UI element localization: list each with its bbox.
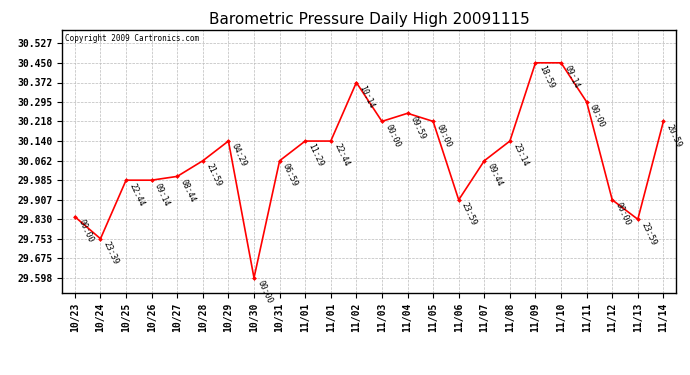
Point <box>632 216 643 222</box>
Text: 08:44: 08:44 <box>179 178 197 204</box>
Point <box>530 60 541 66</box>
Text: 22:44: 22:44 <box>128 182 146 207</box>
Point <box>479 158 490 164</box>
Text: Copyright 2009 Cartronics.com: Copyright 2009 Cartronics.com <box>65 34 199 43</box>
Text: 00:00: 00:00 <box>588 104 607 129</box>
Text: 04:29: 04:29 <box>230 142 248 168</box>
Point <box>248 275 259 281</box>
Text: 23:14: 23:14 <box>511 142 530 168</box>
Point <box>658 118 669 124</box>
Text: 00:00: 00:00 <box>435 123 453 148</box>
Point <box>172 173 183 179</box>
Text: 09:14: 09:14 <box>153 182 172 207</box>
Point <box>607 197 618 203</box>
Text: 20:59: 20:59 <box>664 123 683 148</box>
Text: 00:00: 00:00 <box>384 123 402 148</box>
Point <box>402 110 413 116</box>
Text: 00:00: 00:00 <box>77 218 95 244</box>
Text: 23:39: 23:39 <box>102 240 120 266</box>
Text: 18:59: 18:59 <box>537 64 555 90</box>
Point <box>95 236 106 242</box>
Text: 06:59: 06:59 <box>281 162 299 188</box>
Point <box>504 138 515 144</box>
Point <box>223 138 234 144</box>
Point <box>428 118 439 124</box>
Text: 09:44: 09:44 <box>486 162 504 188</box>
Text: 22:44: 22:44 <box>332 142 351 168</box>
Text: 10:14: 10:14 <box>357 84 376 110</box>
Point <box>325 138 336 144</box>
Text: 11:29: 11:29 <box>306 142 325 168</box>
Text: 23:59: 23:59 <box>639 221 658 247</box>
Point <box>70 214 81 220</box>
Text: 09:59: 09:59 <box>409 115 427 141</box>
Title: Barometric Pressure Daily High 20091115: Barometric Pressure Daily High 20091115 <box>209 12 529 27</box>
Text: 00:00: 00:00 <box>613 201 632 227</box>
Text: 00:00: 00:00 <box>255 279 274 305</box>
Point <box>299 138 310 144</box>
Point <box>197 158 208 164</box>
Point <box>146 177 157 183</box>
Point <box>274 158 285 164</box>
Point <box>581 99 592 105</box>
Text: 21:59: 21:59 <box>204 162 223 188</box>
Point <box>555 60 566 66</box>
Point <box>377 118 388 124</box>
Point <box>351 80 362 86</box>
Text: 23:59: 23:59 <box>460 201 479 227</box>
Point <box>121 177 132 183</box>
Text: 09:14: 09:14 <box>562 64 581 90</box>
Point <box>453 197 464 203</box>
